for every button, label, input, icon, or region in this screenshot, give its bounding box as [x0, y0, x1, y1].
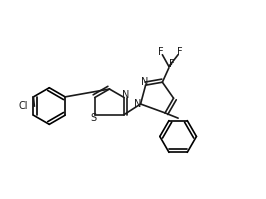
Text: N: N [134, 99, 141, 109]
Text: F: F [158, 47, 164, 57]
Text: S: S [90, 113, 97, 123]
Text: F: F [169, 59, 174, 69]
Text: N: N [122, 90, 129, 100]
Text: N: N [141, 77, 148, 87]
Text: F: F [177, 47, 182, 57]
Text: Cl: Cl [19, 101, 28, 111]
